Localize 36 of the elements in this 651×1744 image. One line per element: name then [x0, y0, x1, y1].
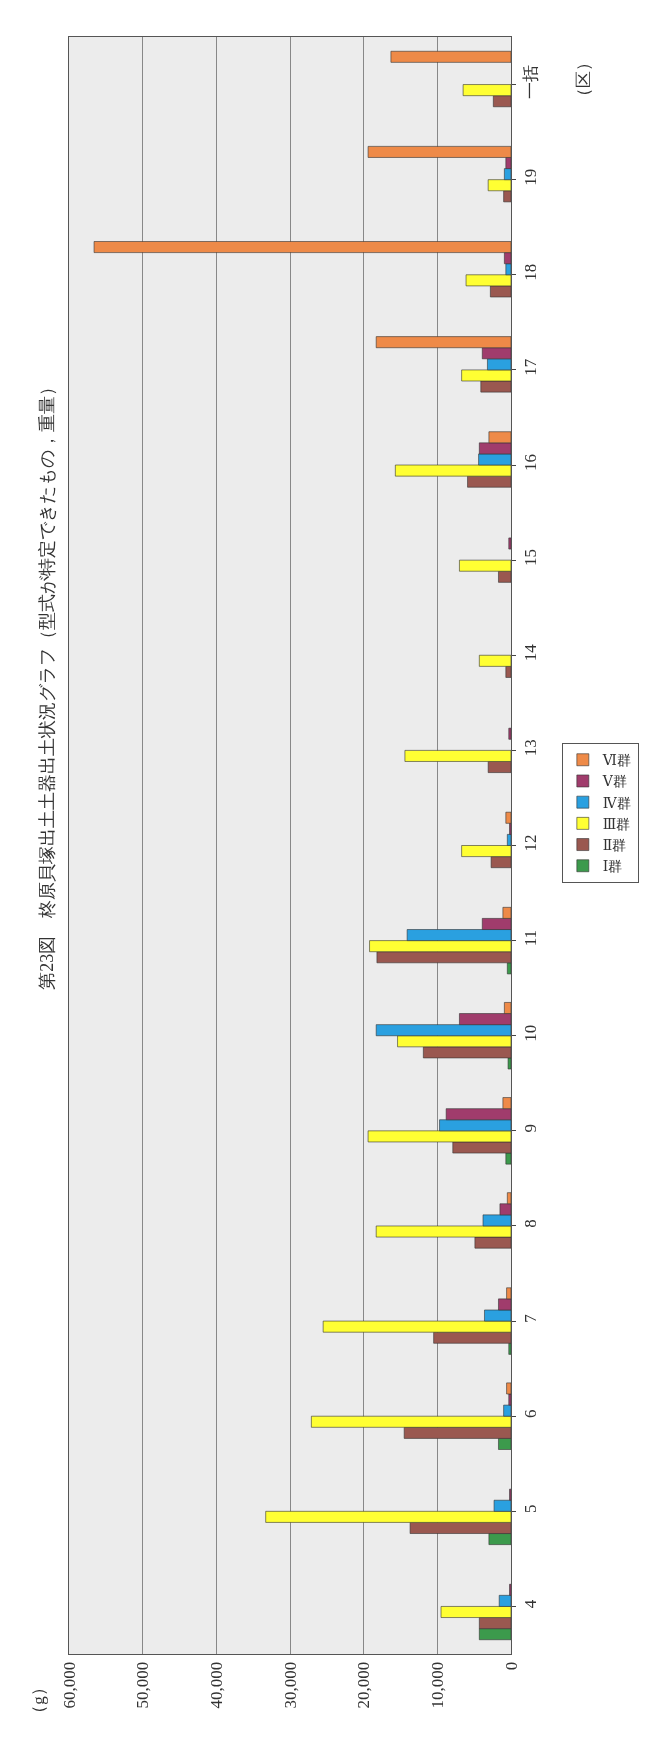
x-tick-label: 40,000: [206, 1661, 226, 1709]
y-axis-title: （区）: [574, 54, 594, 106]
legend-label: Ⅰ群: [602, 859, 623, 875]
x-tick-label: 50,000: [133, 1661, 153, 1709]
text: （g）: [28, 1679, 48, 1722]
y-tick-label: 14: [521, 643, 541, 662]
y-tick-label: 17: [521, 358, 541, 376]
y-tick-label: 11: [521, 929, 541, 947]
y-tick-label: 7: [521, 1313, 541, 1323]
legend-label: Ⅲ群: [602, 816, 631, 832]
x-tick-label: 30,000: [280, 1661, 300, 1709]
y-tick-label: 18: [521, 263, 541, 281]
y-tick-label: 4: [521, 1599, 541, 1609]
y-tick-label: 8: [521, 1219, 541, 1228]
text: 第23図 柊原貝塚出土土器出土状況グラフ（型式が特定できたもの，重量）: [37, 377, 58, 990]
y-tick-label: 9: [521, 1124, 541, 1133]
legend-label: Ⅳ群: [602, 795, 631, 811]
bar: [390, 50, 511, 63]
legend-label: Ⅴ群: [601, 774, 627, 790]
y-tick-label: 16: [521, 453, 541, 471]
bar: [508, 727, 511, 740]
x-tick-label: 0: [501, 1661, 521, 1671]
y-tick-label: 6: [521, 1409, 541, 1418]
x-tick-label: 10,000: [427, 1661, 447, 1709]
bar: [508, 537, 511, 550]
legend-label: Ⅱ群: [602, 838, 627, 854]
x-tick-label: 20,000: [354, 1661, 374, 1709]
legend-label: Ⅵ群: [601, 753, 631, 769]
y-tick-label: 19: [521, 168, 541, 186]
y-tick-label: 15: [521, 549, 541, 567]
y-tick-label: 10: [521, 1024, 541, 1042]
x-tick-label: 60,000: [59, 1661, 79, 1709]
y-tick-label: 5: [521, 1504, 541, 1514]
y-tick-label: 一括: [521, 65, 541, 100]
y-tick-label: 12: [521, 834, 541, 852]
y-tick-label: 13: [521, 739, 541, 757]
